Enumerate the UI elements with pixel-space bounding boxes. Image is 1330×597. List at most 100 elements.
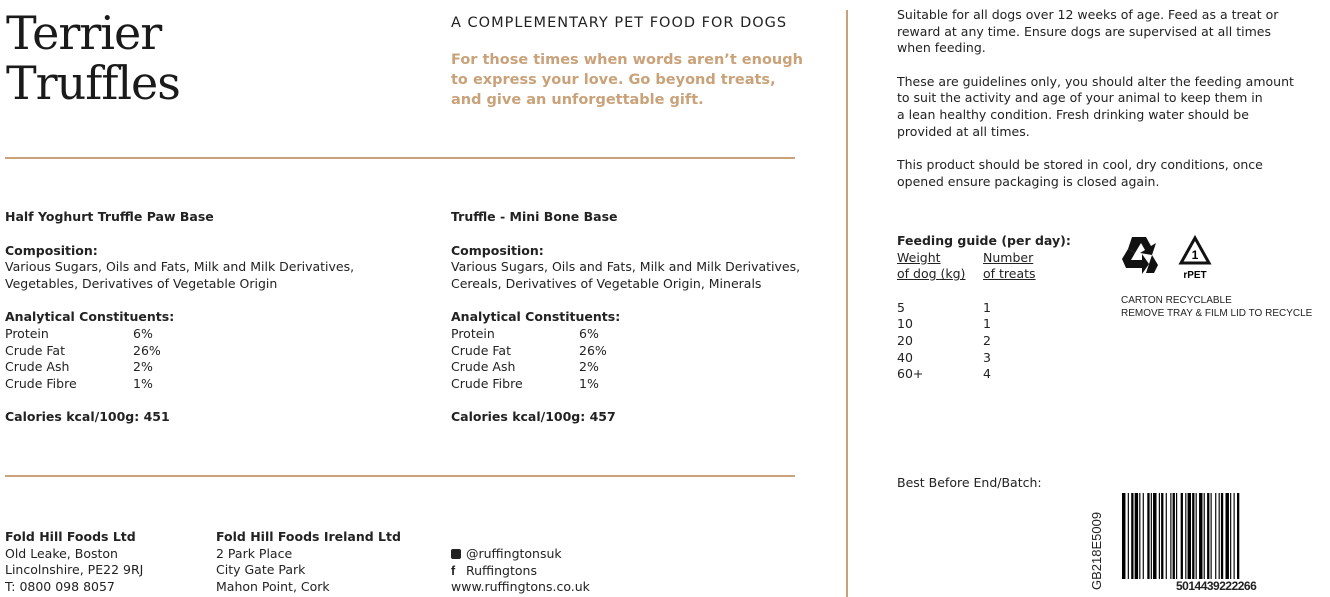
barcode-bar [1215, 493, 1217, 579]
calories-value: 451 [143, 409, 170, 425]
constituent-name: Protein [5, 325, 49, 341]
recycling-text: CARTON RECYCLABLE REMOVE TRAY & FILM LID… [1121, 294, 1312, 320]
feeding-header-row: of dog (kg) of treats [897, 266, 1071, 283]
barcode-bar [1172, 493, 1175, 579]
constituent-value: 2% [133, 359, 153, 375]
treats-value: 3 [983, 349, 991, 365]
composition-line: Vegetables, Derivatives of Vegetable Ori… [5, 275, 278, 291]
title-line: Terrier [6, 6, 162, 60]
product-1: Half Yoghurt Truffle Paw Base Composition… [5, 209, 354, 426]
treats-header: of treats [983, 266, 1036, 282]
barcode-bar [1192, 493, 1195, 579]
constituent-value: 26% [579, 342, 607, 358]
weight-value: 60+ [897, 366, 924, 382]
barcode-bar [1218, 493, 1220, 579]
barcode-bar [1142, 493, 1144, 579]
spacer [451, 226, 800, 243]
calories-value: 457 [589, 409, 616, 425]
feeding-guide: Feeding guide (per day): Weight Number of d… [897, 233, 1071, 383]
website-link[interactable]: www.ruffingtons.co.uk [451, 579, 590, 595]
instruction-line: This product should be stored in cool, d… [897, 157, 1263, 173]
barcode-bar [1220, 493, 1224, 579]
recycling-icons: 1 rPET [1122, 234, 1212, 281]
barcode-bar [1210, 493, 1212, 579]
divider [5, 157, 795, 159]
address-line: 2 Park Place [216, 545, 293, 561]
address-line: City Gate Park [216, 562, 306, 578]
treats-value: 2 [983, 332, 991, 348]
facebook-page[interactable]: Ruffingtons [466, 562, 537, 578]
phone: T: 0800 098 8057 [5, 578, 115, 594]
subtitle: A COMPLEMENTARY PET FOOD FOR DOGS [451, 15, 788, 31]
barcode-bar [1207, 493, 1210, 579]
barcode-bar [1237, 493, 1240, 579]
constituent-name: Protein [451, 325, 495, 341]
composition-label: Composition: [451, 242, 544, 258]
instagram-icon [451, 549, 461, 559]
constituent-row: Crude Fibre 1% [451, 376, 800, 393]
instruction-paragraph: These are guidelines only, you should al… [897, 74, 1294, 140]
barcode-bar [1195, 493, 1197, 579]
composition-line: Cereals, Derivatives of Vegetable Origin… [451, 275, 762, 291]
constituent-name: Crude Ash [451, 359, 516, 375]
barcode-bar [1176, 493, 1178, 579]
spacer [5, 292, 354, 309]
barcode-bar [1170, 493, 1172, 579]
address-line: Mahon Point, Cork [216, 578, 330, 594]
instruction-paragraph: Suitable for all dogs over 12 weeks of a… [897, 7, 1294, 57]
title-line: Truffles [6, 56, 181, 110]
barcode-bar [1233, 493, 1235, 579]
barcode-bar [1161, 493, 1164, 579]
constituent-name: Crude Fat [451, 342, 511, 358]
address-line: Old Leake, Boston [5, 545, 118, 561]
constituent-row: Crude Ash 2% [5, 359, 354, 376]
constituent-value: 26% [133, 342, 161, 358]
spacer [5, 226, 354, 243]
batch-code: GB218E5009 [1089, 511, 1104, 590]
feeding-guide-title: Feeding guide (per day): [897, 233, 1071, 248]
spacer [451, 292, 800, 309]
instruction-line: These are guidelines only, you should al… [897, 73, 1294, 89]
tagline-line: For those times when words aren’t enough [451, 52, 803, 68]
barcode-bar [1165, 493, 1167, 579]
barcode-bar [1127, 493, 1129, 579]
facebook-icon: f [451, 563, 456, 578]
barcode-bar [1134, 493, 1139, 579]
recycling-line: REMOVE TRAY & FILM LID TO RECYCLE [1121, 308, 1313, 319]
constituent-value: 1% [133, 375, 153, 391]
product-name: Half Yoghurt Truffle Paw Base [5, 209, 214, 224]
calories-label: Calories kcal/100g: [5, 409, 140, 425]
tagline-line: and give an unforgettable gift. [451, 92, 704, 108]
company-name: Fold Hill Foods Ireland Ltd [216, 529, 401, 544]
instagram-handle[interactable]: @ruffingtonsuk [466, 546, 562, 561]
tagline-line: to express your love. Go beyond treats, [451, 72, 776, 88]
feeding-row: 10 1 [897, 316, 1071, 333]
constituent-row: Protein 6% [451, 326, 800, 343]
address-line: Lincolnshire, PE22 9RJ [5, 562, 144, 578]
constituent-value: 1% [579, 375, 599, 391]
feeding-header-row: Weight Number [897, 250, 1071, 267]
barcode-bar [1139, 493, 1141, 579]
rpet-1-icon: 1 rPET [1178, 234, 1212, 281]
composition-line: Various Sugars, Oils and Fats, Milk and … [5, 259, 355, 275]
spacer [5, 392, 354, 409]
spacer [897, 283, 1071, 300]
instruction-line: to suit the activity and age of your ani… [897, 90, 1263, 106]
weight-value: 10 [897, 316, 913, 332]
analytical-label: Analytical Constituents: [5, 309, 175, 325]
constituent-value: 6% [579, 325, 599, 341]
instruction-line: reward at any time. Ensure dogs are supe… [897, 23, 1271, 39]
constituent-row: Crude Fat 26% [451, 343, 800, 360]
weight-value: 40 [897, 349, 913, 365]
ireland-address: Fold Hill Foods Ireland Ltd 2 Park Place… [216, 529, 401, 595]
instructions: Suitable for all dogs over 12 weeks of a… [897, 7, 1294, 207]
calories: Calories kcal/100g: 457 [451, 409, 800, 426]
analytical-label: Analytical Constituents: [451, 309, 621, 325]
treats-header: Number [983, 249, 1034, 265]
barcode-bar [1230, 493, 1232, 579]
instruction-line: when feeding. [897, 40, 986, 56]
uk-address: Fold Hill Foods Ltd Old Leake, Boston Li… [5, 529, 143, 595]
calories-label: Calories kcal/100g: [451, 409, 586, 425]
product-title: Terrier Truffles [6, 6, 181, 110]
